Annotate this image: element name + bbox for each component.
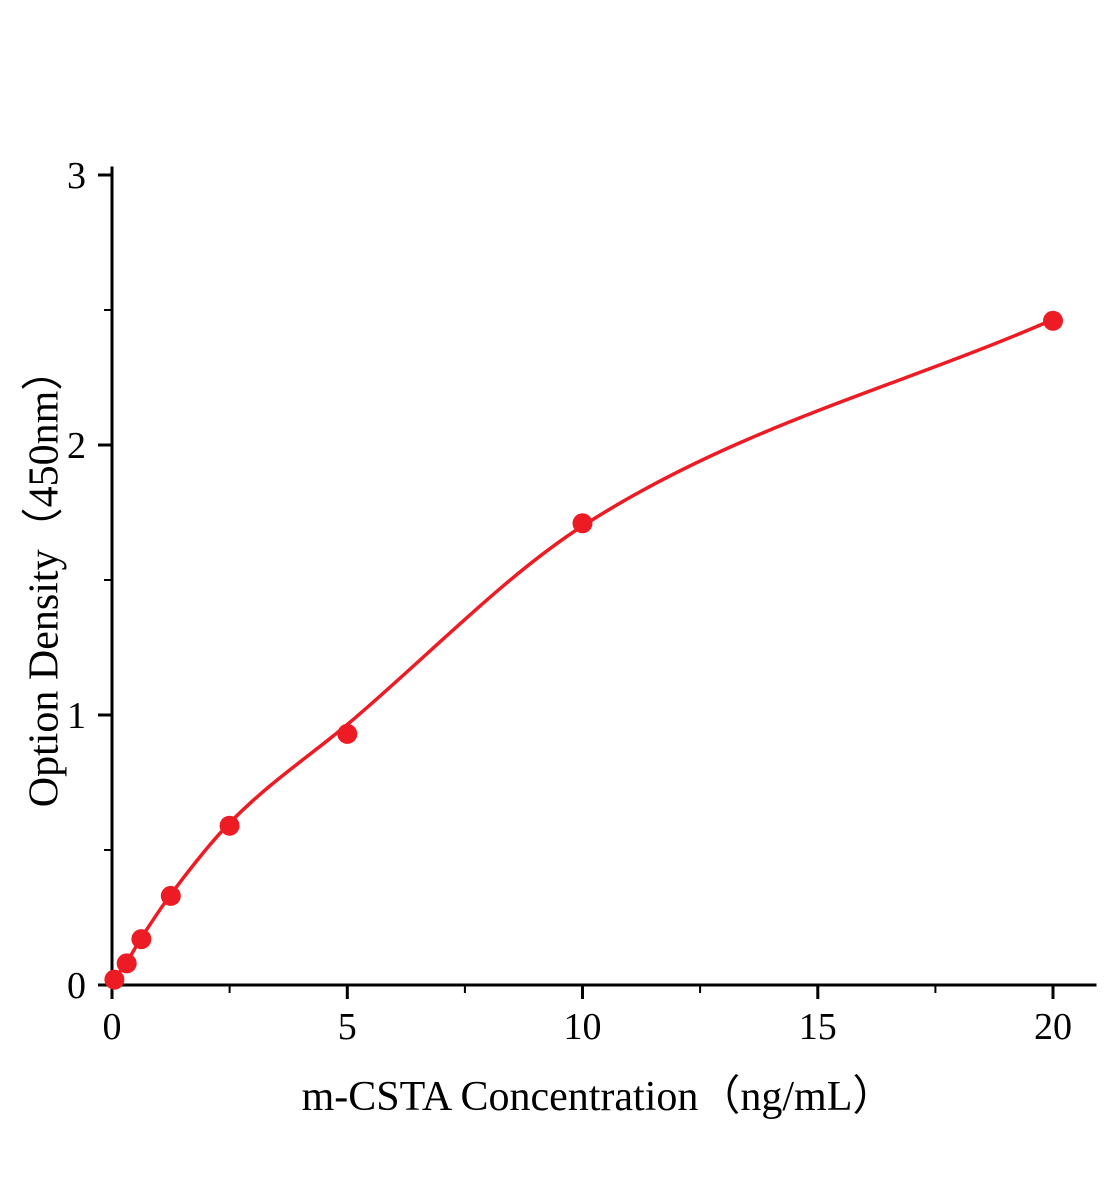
data-point — [160, 885, 181, 906]
data-point — [337, 723, 358, 744]
data-point — [104, 969, 125, 990]
y-tick-label: 0 — [67, 965, 86, 1007]
data-point — [219, 815, 240, 836]
data-point — [131, 929, 152, 950]
x-tick-label: 5 — [338, 1006, 357, 1048]
data-point — [116, 953, 137, 974]
data-point — [1043, 310, 1063, 331]
x-tick-label: 10 — [564, 1006, 602, 1048]
y-tick-label: 2 — [67, 425, 86, 467]
y-tick-label: 3 — [67, 155, 86, 197]
data-point — [572, 513, 593, 534]
fit-curve — [110, 317, 1055, 985]
x-tick-label: 0 — [103, 1006, 122, 1048]
x-tick-label: 15 — [799, 1006, 837, 1048]
y-axis-title: Option Density（450nm） — [21, 348, 68, 808]
axes — [110, 166, 1097, 987]
y-tick-label: 1 — [67, 695, 86, 737]
x-tick-label: 20 — [1034, 1006, 1072, 1048]
x-axis-title: m-CSTA Concentration（ng/mL） — [301, 1074, 895, 1120]
